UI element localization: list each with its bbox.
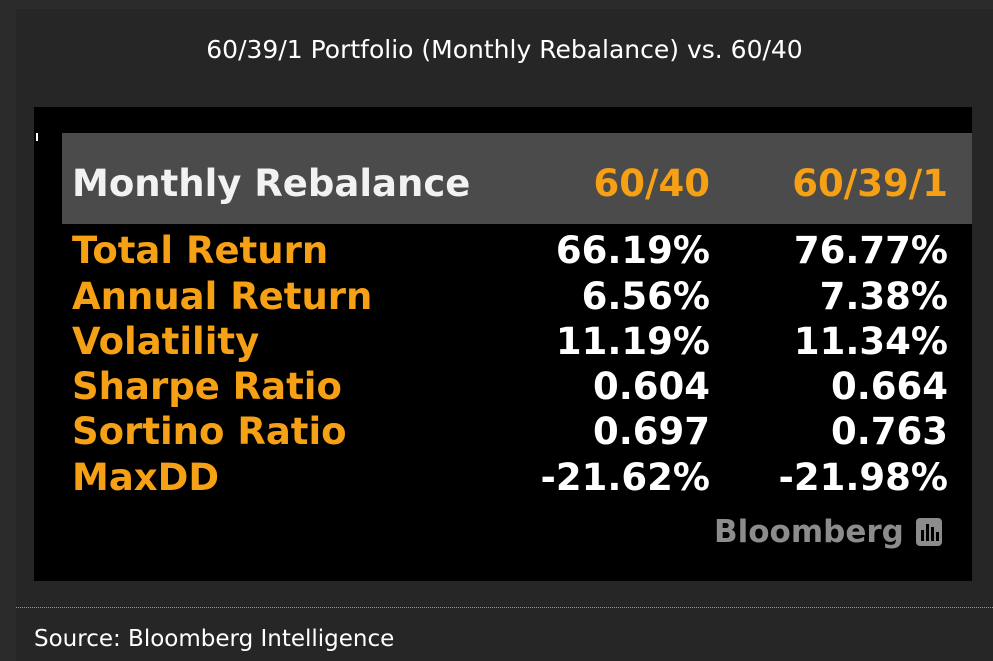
row-label-sharpe-ratio: Sharpe Ratio [72, 365, 342, 408]
row-label-maxdd: MaxDD [72, 456, 220, 499]
table-corner-label: Monthly Rebalance [72, 162, 471, 205]
table-header-bar [62, 133, 972, 224]
cell-sharpe-ratio-60-39-1: 0.664 [830, 365, 948, 408]
cell-annual-return-60-40: 6.56% [581, 275, 710, 318]
footer-divider [16, 607, 993, 608]
bloomberg-wordmark: Bloomberg [714, 514, 904, 550]
chart-card: 60/39/1 Portfolio (Monthly Rebalance) vs… [16, 9, 993, 661]
cell-sharpe-ratio-60-40: 0.604 [592, 365, 710, 408]
cell-sortino-ratio-60-39-1: 0.763 [830, 410, 948, 453]
cell-annual-return-60-39-1: 7.38% [819, 275, 948, 318]
column-header-60-39-1: 60/39/1 [792, 162, 948, 205]
column-header-60-40: 60/40 [593, 162, 711, 205]
cell-total-return-60-39-1: 76.77% [793, 229, 948, 272]
cell-total-return-60-40: 66.19% [555, 229, 710, 272]
cell-volatility-60-39-1: 11.34% [793, 320, 948, 363]
row-label-sortino-ratio: Sortino Ratio [72, 410, 347, 453]
bloomberg-bars-icon [915, 518, 942, 546]
row-label-annual-return: Annual Return [72, 275, 373, 318]
cell-sortino-ratio-60-40: 0.697 [592, 410, 710, 453]
table-panel: Monthly Rebalance 60/40 60/39/1 Total Re… [34, 107, 972, 581]
source-note: Source: Bloomberg Intelligence [34, 626, 395, 652]
bloomberg-watermark: Bloomberg [714, 512, 942, 552]
row-label-total-return: Total Return [72, 229, 329, 272]
chart-title: 60/39/1 Portfolio (Monthly Rebalance) vs… [206, 34, 803, 64]
row-label-volatility: Volatility [72, 320, 260, 363]
cursor-mark [36, 133, 38, 141]
cell-maxdd-60-40: -21.62% [540, 456, 710, 499]
cell-volatility-60-40: 11.19% [555, 320, 710, 363]
cell-maxdd-60-39-1: -21.98% [778, 456, 948, 499]
